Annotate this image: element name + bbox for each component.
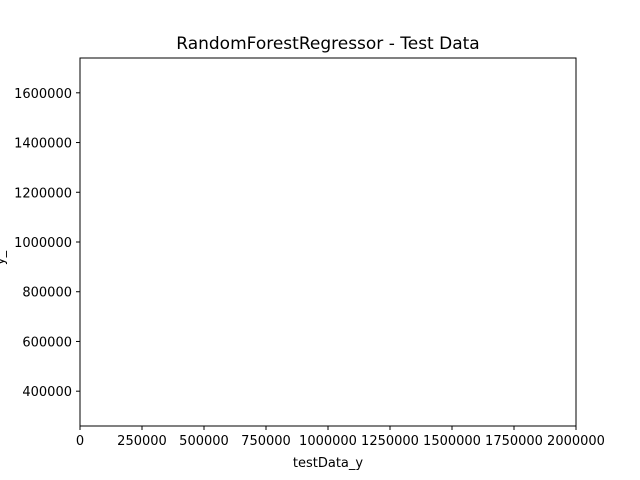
y-axis-ticks: 400000 600000 800000 1000000 1200000 1400000 1… (14, 87, 80, 400)
chart-title: RandomForestRegressor - Test Data (176, 34, 479, 54)
x-tick-label: 750000 (241, 434, 291, 449)
y-tick-label: 400000 (22, 385, 72, 400)
x-tick-label: 1500000 (423, 434, 481, 449)
x-tick-label: 1000000 (299, 434, 357, 449)
y-axis-label: y_ (0, 250, 8, 265)
x-tick-label: 0 (76, 434, 84, 449)
x-axis-label: testData_y (293, 456, 364, 471)
x-tick-label: 2000000 (547, 434, 605, 449)
x-axis-ticks: 0 250000 500000 750000 1000000 1250000 1500000… (76, 426, 605, 449)
x-tick-label: 250000 (117, 434, 167, 449)
y-tick-label: 1000000 (14, 236, 72, 251)
x-tick-label: 1250000 (361, 434, 419, 449)
y-tick-label: 600000 (22, 335, 72, 350)
y-tick-label: 1400000 (14, 137, 72, 152)
y-tick-label: 800000 (22, 286, 72, 301)
x-tick-label: 500000 (179, 434, 229, 449)
x-tick-label: 1750000 (485, 434, 543, 449)
plot-frame (79, 57, 577, 427)
y-tick-label: 1200000 (14, 186, 72, 201)
y-tick-label: 1600000 (14, 87, 72, 102)
